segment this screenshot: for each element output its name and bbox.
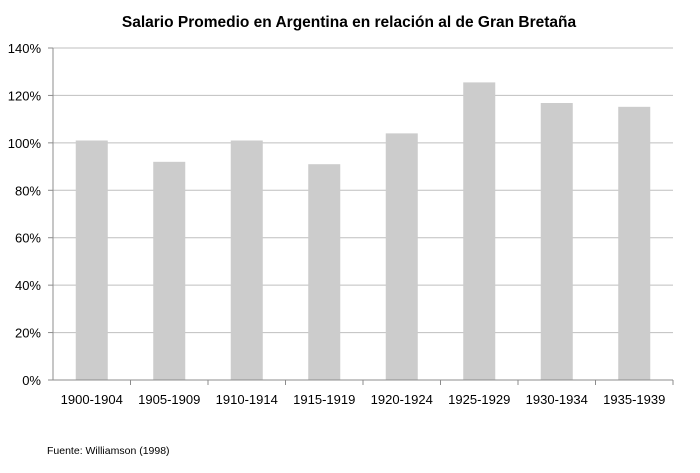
x-tick-label: 1910-1914	[216, 392, 278, 407]
bar-1915-1919	[308, 164, 341, 380]
x-tick-label: 1905-1909	[138, 392, 200, 407]
y-tick-label: 140%	[8, 41, 42, 56]
y-tick-label: 40%	[15, 278, 41, 293]
y-tick-label: 100%	[8, 136, 42, 151]
x-tick-label: 1915-1919	[293, 392, 355, 407]
y-tick-label: 80%	[15, 183, 41, 198]
bar-1910-1914	[230, 140, 263, 380]
bar-1920-1924	[385, 133, 418, 380]
x-tick-label: 1930-1934	[526, 392, 588, 407]
x-tick-label: 1925-1929	[448, 392, 510, 407]
bar-1935-1939	[618, 106, 651, 380]
source-note: Fuente: Williamson (1998)	[47, 445, 170, 457]
chart-title: Salario Promedio en Argentina en relació…	[122, 14, 577, 31]
x-tick-label: 1935-1939	[603, 392, 665, 407]
bar-1900-1904	[75, 140, 108, 380]
y-tick-label: 60%	[15, 231, 41, 246]
bar-1905-1909	[153, 161, 186, 380]
x-tick-label: 1900-1904	[61, 392, 123, 407]
bar-1925-1929	[463, 82, 496, 380]
x-tick-label: 1920-1924	[371, 392, 433, 407]
bar-1930-1934	[540, 103, 573, 380]
y-tick-label: 120%	[8, 88, 42, 103]
y-tick-label: 0%	[22, 373, 41, 388]
y-tick-label: 20%	[15, 326, 41, 341]
